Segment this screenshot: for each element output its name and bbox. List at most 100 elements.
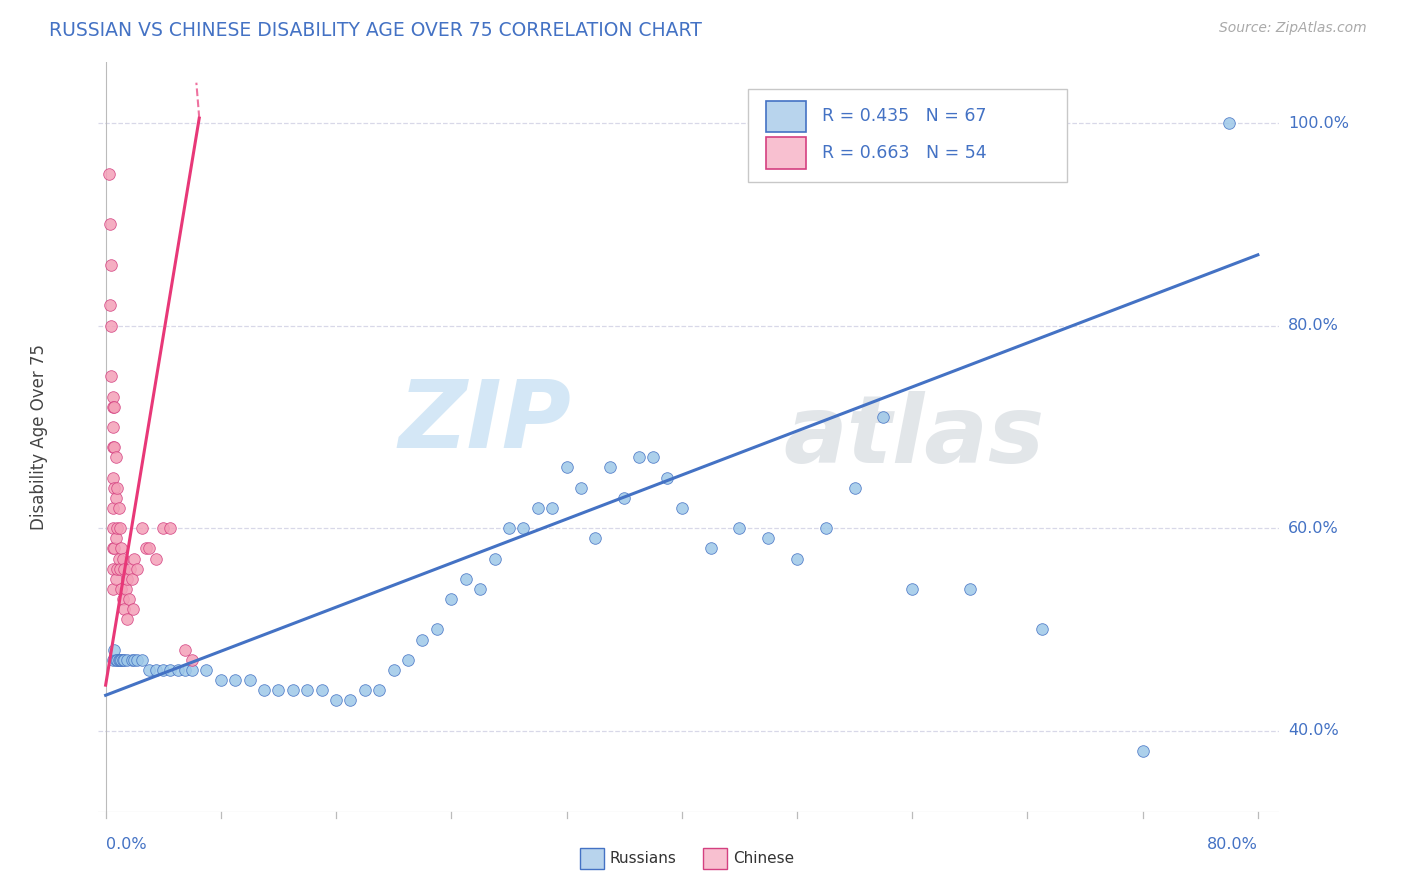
Point [104, 653, 127, 667]
FancyBboxPatch shape [748, 88, 1067, 182]
Point [114, 582, 136, 596]
Point [209, 673, 232, 687]
Point [103, 642, 125, 657]
Point [440, 592, 463, 607]
Point [541, 500, 564, 515]
Point [339, 693, 361, 707]
Point [311, 683, 333, 698]
Point [101, 500, 124, 515]
Point [110, 582, 132, 596]
Point [120, 562, 142, 576]
Point [195, 663, 218, 677]
Point [112, 653, 135, 667]
Point [104, 572, 127, 586]
Point [115, 572, 138, 586]
Point [110, 653, 132, 667]
FancyBboxPatch shape [703, 847, 727, 869]
Point [101, 440, 124, 454]
Point [111, 592, 134, 607]
Point [814, 521, 837, 535]
Point [786, 551, 808, 566]
Point [699, 541, 721, 556]
FancyBboxPatch shape [581, 847, 605, 869]
Point [526, 500, 548, 515]
Point [325, 693, 347, 707]
Point [396, 653, 419, 667]
Point [124, 551, 146, 566]
Point [115, 653, 138, 667]
Point [671, 500, 693, 515]
FancyBboxPatch shape [766, 137, 806, 169]
Point [108, 521, 131, 535]
Text: RUSSIAN VS CHINESE DISABILITY AGE OVER 75 CORRELATION CHART: RUSSIAN VS CHINESE DISABILITY AGE OVER 7… [49, 21, 702, 39]
Point [103, 400, 125, 414]
Point [131, 521, 153, 535]
Point [103, 440, 125, 454]
Point [728, 521, 751, 535]
Point [111, 551, 134, 566]
Point [844, 481, 866, 495]
Text: Russians: Russians [610, 851, 676, 865]
Point [173, 663, 195, 677]
Point [959, 582, 981, 596]
Point [872, 409, 894, 424]
Point [107, 500, 129, 515]
Point [131, 653, 153, 667]
Point [756, 532, 779, 546]
Point [100, 369, 122, 384]
Text: 80.0%: 80.0% [1206, 837, 1258, 852]
Point [599, 460, 621, 475]
Point [145, 551, 167, 566]
Point [368, 683, 391, 698]
Point [657, 470, 679, 484]
Point [224, 673, 246, 687]
Point [104, 491, 127, 505]
Point [181, 653, 204, 667]
Point [118, 592, 141, 607]
Point [569, 481, 592, 495]
Text: Source: ZipAtlas.com: Source: ZipAtlas.com [1219, 21, 1367, 35]
Point [122, 602, 145, 616]
Text: atlas: atlas [783, 391, 1045, 483]
Point [454, 572, 477, 586]
Point [103, 541, 125, 556]
Point [115, 612, 138, 626]
Point [135, 541, 157, 556]
Text: R = 0.663   N = 54: R = 0.663 N = 54 [823, 145, 987, 162]
Point [426, 623, 449, 637]
Point [138, 541, 160, 556]
Point [181, 663, 204, 677]
Text: Disability Age Over 75: Disability Age Over 75 [31, 344, 48, 530]
Point [97, 167, 120, 181]
Point [1218, 116, 1240, 130]
Point [108, 562, 131, 576]
Point [159, 521, 181, 535]
FancyBboxPatch shape [766, 101, 806, 132]
Point [101, 562, 124, 576]
Point [159, 663, 181, 677]
Point [152, 521, 174, 535]
Point [281, 683, 304, 698]
Text: ZIP: ZIP [398, 376, 571, 468]
Point [641, 450, 664, 465]
Text: 80.0%: 80.0% [1288, 318, 1339, 334]
Point [110, 541, 132, 556]
Point [253, 683, 276, 698]
Text: R = 0.435   N = 67: R = 0.435 N = 67 [823, 107, 987, 126]
Point [107, 551, 129, 566]
Point [145, 663, 167, 677]
Point [138, 663, 160, 677]
Point [101, 400, 124, 414]
Point [100, 258, 122, 272]
Text: Chinese: Chinese [733, 851, 794, 865]
Point [267, 683, 290, 698]
Point [127, 653, 149, 667]
Point [297, 683, 319, 698]
Point [627, 450, 650, 465]
Point [498, 521, 520, 535]
Point [101, 582, 124, 596]
Point [121, 572, 143, 586]
Point [108, 653, 131, 667]
Point [1132, 744, 1154, 758]
Point [98, 298, 121, 312]
